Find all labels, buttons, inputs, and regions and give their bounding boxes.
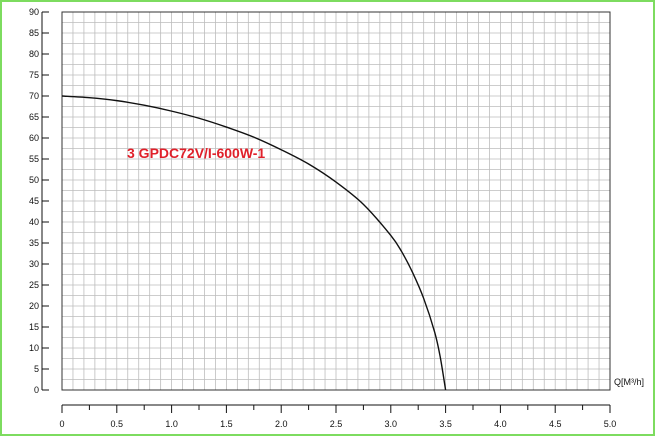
y-tick-label: 70 xyxy=(29,91,39,101)
series-line xyxy=(61,95,447,391)
x-tick-label: 5.0 xyxy=(604,419,617,429)
x-tick-label: 1.0 xyxy=(165,419,178,429)
y-tick-label: 85 xyxy=(29,28,39,38)
y-tick-label: 50 xyxy=(29,175,39,185)
y-tick-label: 55 xyxy=(29,154,39,164)
x-axis: 0 0.5 1.0 1.5 2.0 2.5 3.0 3.5 4.0 4.5 5.0 xyxy=(59,404,617,429)
plot-border xyxy=(61,11,611,391)
y-tick-label: 90 xyxy=(29,7,39,17)
grid-lines xyxy=(61,11,611,391)
y-tick-label: 75 xyxy=(29,70,39,80)
y-tick-label: 20 xyxy=(29,301,39,311)
x-tick-label: 3.0 xyxy=(385,419,398,429)
y-tick-label: 0 xyxy=(34,385,39,395)
x-axis-unit-label: Q[M³/h] xyxy=(614,377,644,387)
y-tick-label: 35 xyxy=(29,238,39,248)
x-tick-label: 2.0 xyxy=(275,419,288,429)
y-tick-label: 80 xyxy=(29,49,39,59)
x-tick-label: 2.5 xyxy=(330,419,343,429)
y-tick-label: 60 xyxy=(29,133,39,143)
y-tick-label: 25 xyxy=(29,280,39,290)
x-tick-label: 3.5 xyxy=(439,419,452,429)
y-tick-label: 65 xyxy=(29,112,39,122)
x-tick-label: 0.5 xyxy=(111,419,124,429)
y-tick-label: 5 xyxy=(34,364,39,374)
x-tick-label: 4.5 xyxy=(549,419,562,429)
x-tick-label: 0 xyxy=(59,419,64,429)
y-tick-label: 40 xyxy=(29,217,39,227)
y-tick-label: 30 xyxy=(29,259,39,269)
series-group xyxy=(61,95,447,391)
y-tick-label: 15 xyxy=(29,322,39,332)
y-axis: 0 5 10 15 20 25 30 35 40 45 50 55 60 65 70 75 80 85 90 xyxy=(29,7,49,395)
x-tick-label: 1.5 xyxy=(220,419,233,429)
y-tick-label: 45 xyxy=(29,196,39,206)
series-label: 3 GPDC72V/I-600W-1 xyxy=(127,145,265,161)
y-tick-label: 10 xyxy=(29,343,39,353)
x-tick-label: 4.0 xyxy=(494,419,507,429)
